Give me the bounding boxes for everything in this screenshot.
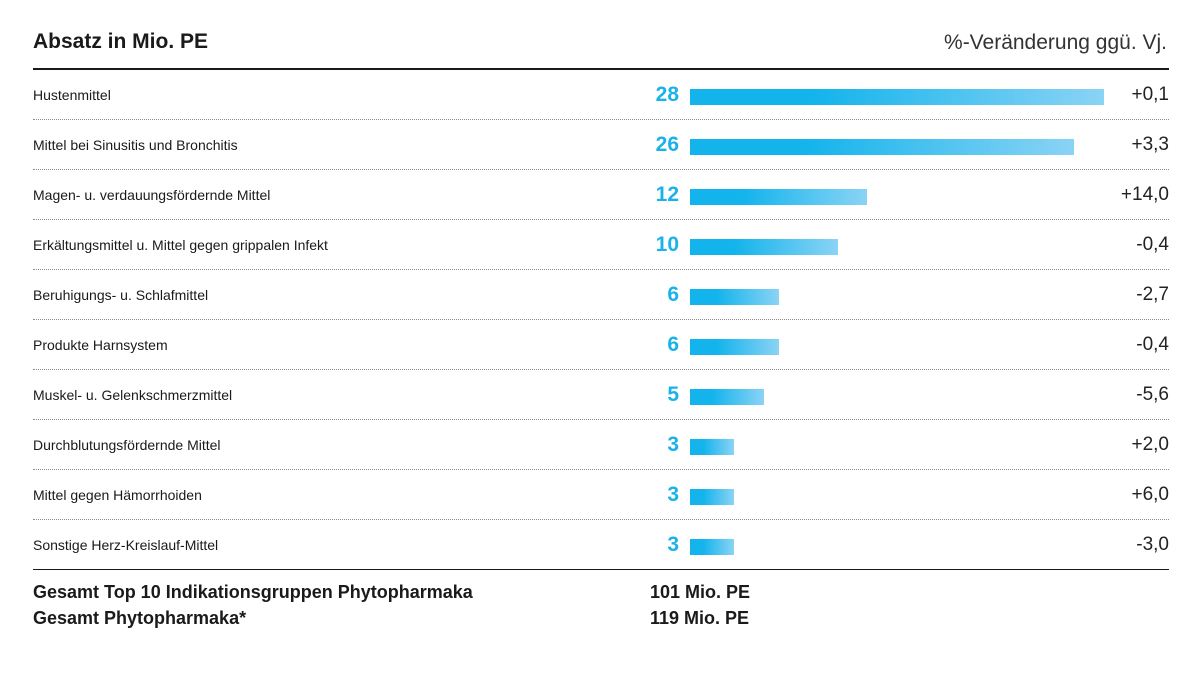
chart-title: Absatz in Mio. PE — [33, 30, 209, 53]
value-label: 28 — [655, 83, 679, 106]
category-label: Magen- u. verdauungsfördernde Mittel — [33, 187, 271, 203]
change-label: -3,0 — [1136, 534, 1169, 555]
category-label: Sonstige Herz-Kreislauf-Mittel — [33, 537, 219, 553]
value-label: 3 — [667, 533, 679, 556]
bar — [690, 189, 868, 205]
change-column-header: %-Veränderung ggü. Vj. — [944, 31, 1167, 54]
bar-row: Magen- u. verdauungsfördernde Mittel 12 +1… — [33, 170, 1169, 220]
total-top10-value: 101 Mio. PE — [650, 582, 751, 602]
bar-row: Muskel- u. Gelenkschmerzmittel 5 -5,6 — [33, 370, 1169, 420]
bar — [690, 539, 735, 555]
change-label: +0,1 — [1131, 84, 1169, 105]
category-label: Muskel- u. Gelenkschmerzmittel — [33, 387, 233, 403]
bar — [690, 439, 735, 455]
bar — [690, 89, 1104, 105]
bar-row: Erkältungsmittel u. Mittel gegen grippal… — [33, 220, 1169, 270]
bar-row: Mittel bei Sinusitis und Bronchitis 26 +3,… — [33, 120, 1169, 170]
bar — [690, 389, 764, 405]
value-label: 26 — [655, 133, 679, 156]
total-top10-label: Gesamt Top 10 Indikationsgruppen Phytoph… — [33, 582, 473, 602]
value-label: 5 — [667, 383, 679, 406]
category-label: Produkte Harnsystem — [33, 337, 168, 353]
category-label: Mittel bei Sinusitis und Bronchitis — [33, 137, 238, 153]
bar — [690, 289, 779, 305]
bar-row: Sonstige Herz-Kreislauf-Mittel 3 -3,0 — [33, 520, 1169, 570]
change-label: -5,6 — [1136, 384, 1169, 405]
category-label: Erkältungsmittel u. Mittel gegen grippal… — [33, 237, 328, 253]
category-label: Mittel gegen Hämorrhoiden — [33, 487, 202, 503]
value-label: 12 — [655, 183, 679, 206]
category-label: Hustenmittel — [33, 87, 111, 103]
bar-row: Beruhigungs- u. Schlafmittel 6 -2,7 — [33, 270, 1169, 320]
header-rule — [33, 68, 1169, 70]
change-label: +6,0 — [1131, 484, 1169, 505]
total-all-label: Gesamt Phytopharmaka* — [33, 608, 247, 628]
total-all-value: 119 Mio. PE — [650, 608, 750, 628]
value-label: 3 — [667, 433, 679, 456]
category-label: Beruhigungs- u. Schlafmittel — [33, 287, 209, 303]
value-label: 6 — [667, 333, 679, 356]
bar-row: Mittel gegen Hämorrhoiden 3 +6,0 — [33, 470, 1169, 520]
value-label: 3 — [667, 483, 679, 506]
category-label: Durchblutungsfördernde Mittel — [33, 437, 221, 453]
bar-row: Hustenmittel 28 +0,1 — [33, 70, 1169, 120]
bar — [690, 239, 838, 255]
value-label: 6 — [667, 283, 679, 306]
change-label: -2,7 — [1136, 284, 1169, 305]
change-label: +2,0 — [1131, 434, 1169, 455]
bar — [690, 489, 735, 505]
bar-rows: Hustenmittel 28 +0,1 Mittel bei Sinusitis u… — [33, 70, 1169, 570]
bar — [690, 339, 779, 355]
bar — [690, 139, 1075, 155]
change-label: +14,0 — [1120, 184, 1169, 205]
totals-rule — [33, 569, 1169, 570]
bar-row: Produkte Harnsystem 6 -0,4 — [33, 320, 1169, 370]
change-label: -0,4 — [1136, 234, 1169, 255]
change-label: -0,4 — [1136, 334, 1169, 355]
value-label: 10 — [655, 233, 679, 256]
change-label: +3,3 — [1131, 134, 1169, 155]
bar-row: Durchblutungsfördernde Mittel 3 +2,0 — [33, 420, 1169, 470]
